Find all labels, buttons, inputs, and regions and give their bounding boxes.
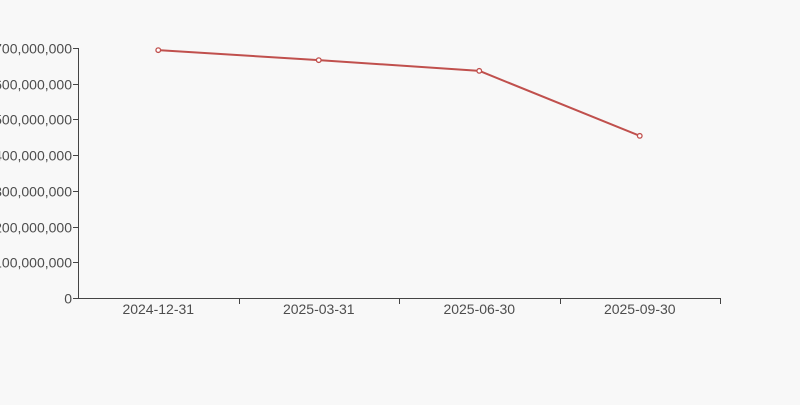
data-point-marker[interactable] xyxy=(636,132,643,139)
x-axis-label: 2025-03-31 xyxy=(283,301,355,317)
data-point-marker[interactable] xyxy=(155,47,162,54)
y-axis-label: 200,000,000 xyxy=(0,220,72,236)
data-point-marker[interactable] xyxy=(476,67,483,74)
y-axis-label: 500,000,000 xyxy=(0,112,72,128)
series-line xyxy=(157,49,641,137)
data-point-marker[interactable] xyxy=(315,57,322,64)
y-axis-label: 700,000,000 xyxy=(0,41,72,57)
x-axis-label: 2025-06-30 xyxy=(443,301,515,317)
y-axis-label: 300,000,000 xyxy=(0,184,72,200)
y-axis-label: 600,000,000 xyxy=(0,77,72,93)
x-axis-label: 2025-09-30 xyxy=(604,301,676,317)
y-axis-label: 0 xyxy=(64,291,72,307)
y-axis-label: 400,000,000 xyxy=(0,148,72,164)
y-axis-label: 100,000,000 xyxy=(0,255,72,271)
x-axis-label: 2024-12-31 xyxy=(122,301,194,317)
